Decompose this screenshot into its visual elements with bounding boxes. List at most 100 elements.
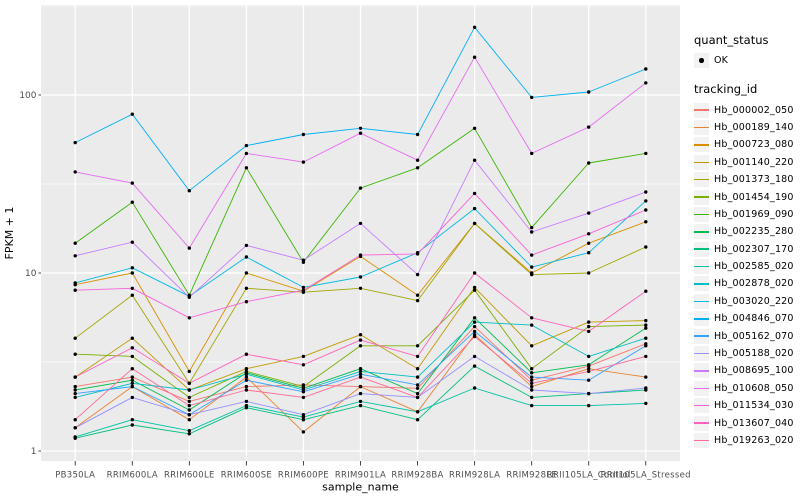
legend-color-line: [694, 265, 709, 268]
data-point: [73, 426, 77, 430]
legend-title-quant-status: quant_status: [694, 33, 769, 47]
legend-color-line: [694, 404, 709, 407]
data-point: [644, 289, 648, 293]
data-point: [244, 300, 249, 304]
data-point: [187, 399, 191, 404]
data-point: [301, 354, 306, 359]
line-key-icon: [694, 206, 709, 222]
data-point: [358, 221, 363, 226]
data-point: [358, 399, 363, 404]
line-key-icon: [694, 363, 709, 379]
data-point: [244, 378, 249, 382]
data-point: [244, 166, 249, 170]
legend-item-tracking-id: Hb_005188_020: [694, 345, 800, 362]
y-axis-title: FPKM + 1: [3, 207, 16, 260]
line-key-icon: [694, 346, 709, 362]
data-point: [73, 391, 77, 396]
data-point: [644, 81, 648, 85]
data-point: [415, 367, 420, 371]
legend-color-line: [694, 370, 709, 372]
legend-color-line: [694, 231, 709, 233]
data-point: [358, 375, 363, 379]
x-tick-label: RRIM928LE: [506, 471, 557, 481]
line-key-icon: [694, 119, 709, 135]
data-point: [415, 354, 420, 359]
legend-color-line: [694, 144, 709, 146]
data-point: [472, 126, 477, 130]
x-tick-label: PB350LA: [55, 471, 95, 481]
data-point: [73, 395, 77, 400]
data-point: [73, 140, 77, 145]
data-point: [587, 211, 591, 215]
data-point: [301, 395, 306, 400]
legend-item-label: Hb_005188_020: [714, 348, 794, 360]
legend-item-label: Hb_002878_020: [714, 278, 794, 290]
data-point: [187, 316, 191, 320]
x-tick-label: RRIM600LA: [107, 471, 158, 481]
data-point: [530, 378, 534, 382]
data-point: [244, 367, 249, 371]
data-point: [530, 316, 534, 320]
line-key-icon: [694, 241, 709, 257]
data-point: [301, 160, 306, 164]
data-point: [472, 221, 477, 226]
line-key-icon: [694, 398, 709, 414]
legend-color-line: [694, 335, 709, 337]
data-point: [472, 386, 477, 390]
data-point: [244, 372, 249, 376]
data-point: [130, 181, 134, 185]
x-tick-label: RRIM600PE: [278, 471, 329, 481]
data-point: [73, 418, 77, 422]
data-point: [301, 258, 306, 262]
data-point: [415, 395, 420, 400]
data-point: [472, 334, 477, 339]
data-point: [244, 384, 249, 389]
series-points: [73, 25, 648, 440]
data-point: [358, 286, 363, 290]
legend-item-quant-ok: OK: [694, 52, 800, 69]
data-point: [472, 158, 477, 162]
legend-item-tracking-id: Hb_011534_030: [694, 397, 800, 414]
legend-title-tracking-id: tracking_id: [694, 82, 758, 97]
data-point: [644, 245, 648, 249]
y-tick-label: 1: [31, 447, 37, 457]
data-point: [130, 336, 134, 340]
legend-color-line: [694, 352, 709, 355]
data-point: [130, 346, 134, 350]
data-point: [130, 384, 134, 389]
data-point: [73, 388, 77, 392]
legend-color-line: [694, 126, 709, 129]
legend-item-label: Hb_000189_140: [714, 121, 794, 133]
data-point: [358, 369, 363, 374]
legend-item-tracking-id: Hb_001373_180: [694, 171, 800, 188]
legend: quant_status OK tracking_id Hb_000002_05…: [694, 0, 800, 449]
data-point: [187, 246, 191, 250]
data-point: [530, 151, 534, 156]
legend-item-label: Hb_000723_080: [714, 139, 794, 151]
legend-item-label: Hb_013607_040: [714, 417, 794, 429]
data-point: [587, 251, 591, 255]
legend-item-label: Hb_001373_180: [714, 174, 794, 186]
data-point: [530, 344, 534, 348]
data-point: [358, 344, 363, 348]
data-point: [530, 381, 534, 385]
data-point: [358, 372, 363, 376]
line-key-icon: [694, 380, 709, 396]
line-key-icon: [694, 328, 709, 344]
line-key-icon: [694, 189, 709, 205]
legend-item-tracking-id: Hb_003020_220: [694, 293, 800, 310]
data-point: [472, 206, 477, 211]
legend-item-tracking-id: Hb_002235_280: [694, 223, 800, 240]
legend-item-label: Hb_019263_020: [714, 435, 794, 446]
data-point: [130, 240, 134, 244]
data-point: [130, 293, 134, 297]
data-point: [587, 232, 591, 236]
legend-item-label: Hb_001454_190: [714, 191, 794, 203]
data-point: [530, 388, 534, 392]
data-point: [472, 25, 477, 29]
y-tick-label: 10: [25, 269, 37, 279]
legend-item-tracking-id: Hb_000723_080: [694, 136, 800, 153]
data-point: [358, 391, 363, 396]
data-point: [244, 151, 249, 156]
data-point: [244, 255, 249, 259]
